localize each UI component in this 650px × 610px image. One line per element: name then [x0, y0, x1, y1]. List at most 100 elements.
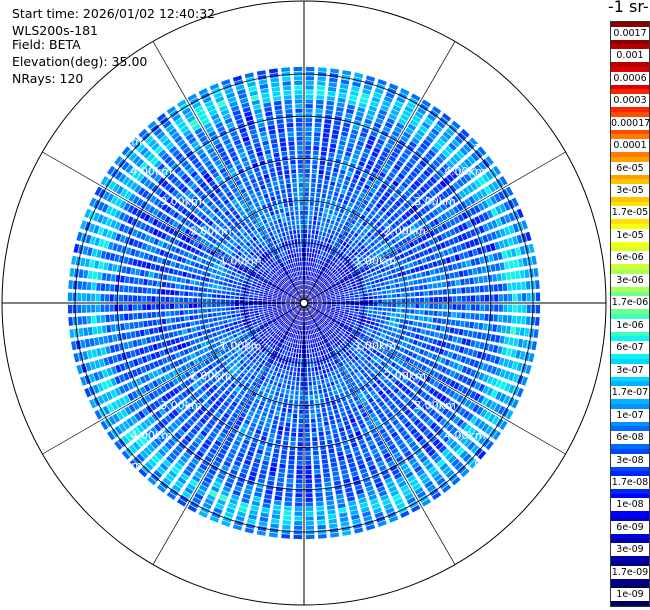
- range-gate-cell: [345, 296, 350, 299]
- range-gate-cell: [322, 383, 327, 389]
- range-gate-cell: [323, 227, 328, 233]
- range-gate-cell: [231, 401, 238, 408]
- range-gate-cell: [131, 390, 139, 399]
- range-gate-cell: [357, 315, 363, 319]
- range-gate-cell: [426, 323, 432, 329]
- range-gate-cell: [268, 321, 273, 326]
- range-gate-cell: [316, 413, 322, 418]
- range-gate-cell: [311, 324, 314, 329]
- range-gate-cell: [335, 489, 343, 495]
- range-gate-cell: [203, 426, 211, 434]
- range-gate-cell: [373, 368, 379, 375]
- range-gate-cell: [354, 72, 364, 79]
- range-gate-cell: [508, 212, 516, 222]
- range-gate-cell: [317, 264, 321, 269]
- range-gate-cell: [421, 365, 428, 372]
- range-gate-cell: [312, 450, 319, 456]
- range-gate-cell: [248, 426, 255, 433]
- range-gate-cell: [329, 260, 334, 266]
- range-gate-cell: [287, 315, 291, 319]
- range-gate-cell: [454, 271, 460, 278]
- range-gate-cell: [316, 254, 320, 259]
- range-gate-cell: [314, 318, 318, 322]
- range-gate-cell: [421, 498, 432, 507]
- range-gate-cell: [413, 222, 420, 229]
- range-gate-cell: [245, 327, 251, 332]
- range-gate-cell: [386, 312, 392, 317]
- range-gate-cell: [295, 310, 299, 314]
- range-gate-cell: [157, 359, 164, 366]
- range-gate-cell: [304, 316, 306, 321]
- range-gate-cell: [268, 532, 278, 538]
- range-gate-cell: [324, 354, 328, 359]
- range-gate-cell: [383, 163, 392, 170]
- range-gate-cell: [408, 207, 415, 215]
- range-gate-cell: [318, 326, 322, 331]
- range-gate-cell: [311, 229, 315, 235]
- range-gate-cell: [438, 266, 444, 273]
- range-gate-cell: [522, 257, 528, 267]
- range-gate-cell: [442, 434, 451, 443]
- range-gate-cell: [156, 484, 167, 493]
- range-gate-cell: [360, 332, 366, 338]
- range-gate-cell: [347, 233, 353, 239]
- range-gate-cell: [456, 394, 464, 403]
- range-gate-cell: [160, 304, 165, 310]
- range-gate-cell: [375, 397, 382, 404]
- range-gate-cell: [128, 285, 134, 293]
- range-gate-cell: [419, 297, 425, 303]
- range-gate-cell: [165, 259, 172, 266]
- range-gate-cell: [531, 304, 536, 314]
- range-gate-cell: [470, 313, 475, 320]
- range-gate-cell: [452, 263, 458, 270]
- range-gate-cell: [436, 120, 446, 129]
- range-gate-cell: [334, 258, 339, 264]
- range-gate-cell: [463, 424, 472, 433]
- range-gate-cell: [391, 294, 397, 298]
- range-gate-cell: [143, 320, 148, 328]
- range-gate-cell: [336, 383, 341, 389]
- range-gate-cell: [419, 125, 428, 134]
- range-gate-cell: [310, 293, 314, 297]
- range-gate-cell: [453, 167, 462, 177]
- range-gate-cell: [488, 254, 494, 262]
- range-gate-cell: [365, 524, 376, 531]
- range-gate-cell: [123, 342, 129, 350]
- range-gate-cell: [446, 437, 455, 446]
- range-gate-cell: [383, 146, 391, 154]
- range-gate-cell: [327, 228, 332, 234]
- range-gate-cell: [510, 326, 516, 335]
- range-gate-cell: [498, 314, 503, 323]
- range-gate-cell: [288, 455, 295, 460]
- range-gate-cell: [284, 360, 288, 366]
- range-gate-cell: [449, 184, 457, 193]
- range-gate-cell: [395, 313, 401, 318]
- range-gate-cell: [72, 304, 77, 314]
- range-gate-cell: [263, 337, 268, 342]
- range-gate-cell: [390, 167, 399, 175]
- range-gate-cell: [148, 392, 156, 401]
- range-gate-cell: [196, 364, 203, 371]
- range-gate-cell: [380, 375, 386, 381]
- range-gate-cell: [465, 220, 473, 229]
- range-gate-cell: [361, 472, 369, 479]
- range-gate-cell: [160, 289, 166, 295]
- range-gate-cell: [302, 340, 304, 345]
- range-gate-cell: [132, 304, 138, 311]
- range-gate-cell: [305, 307, 308, 312]
- range-gate-cell: [271, 424, 277, 430]
- range-gate-cell: [150, 440, 159, 450]
- range-gate-cell: [517, 293, 522, 302]
- range-gate-cell: [327, 277, 331, 282]
- range-gate-cell: [310, 329, 313, 335]
- ray: [305, 197, 519, 303]
- range-gate-cell: [179, 336, 185, 343]
- range-gate-cell: [348, 326, 353, 331]
- range-gate-cell: [254, 310, 259, 314]
- range-gate-cell: [336, 106, 344, 112]
- range-gate-cell: [305, 127, 312, 132]
- range-gate-cell: [316, 280, 320, 285]
- range-gate-cell: [365, 320, 371, 324]
- ray: [304, 68, 340, 302]
- range-gate-cell: [341, 74, 351, 81]
